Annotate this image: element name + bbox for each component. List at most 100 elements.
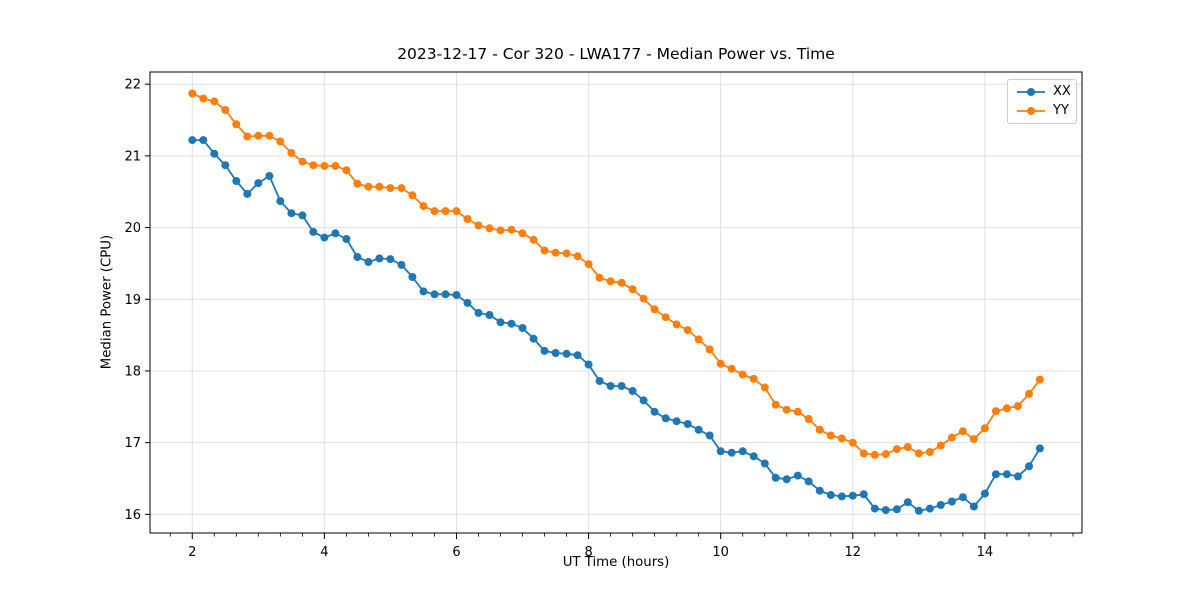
series-XX-point xyxy=(529,334,538,343)
series-YY-point xyxy=(463,215,472,223)
series-YY-point xyxy=(980,424,989,433)
series-YY-point xyxy=(254,131,263,140)
series-XX-point xyxy=(320,233,329,242)
y-tick-label-17: 17 xyxy=(124,436,141,451)
series-YY-point xyxy=(694,335,703,344)
series-YY-point xyxy=(309,161,318,170)
series-XX-point xyxy=(485,311,494,319)
series-YY-point xyxy=(947,433,956,442)
series-YY-point xyxy=(562,249,571,258)
series-XX-point xyxy=(298,211,307,220)
series-XX-point xyxy=(441,290,450,299)
series-XX-point xyxy=(243,189,252,198)
y-tick-label-19: 19 xyxy=(124,293,141,308)
series-YY-point xyxy=(727,364,736,373)
series-XX-point xyxy=(980,489,989,498)
series-XX-point xyxy=(881,506,890,515)
series-YY-point xyxy=(342,166,351,175)
series-YY-point xyxy=(1002,404,1011,413)
series-YY-point xyxy=(276,137,285,146)
series-YY-point xyxy=(287,149,296,157)
x-axis-label: UT Time (hours) xyxy=(562,555,670,570)
series-XX-point xyxy=(1013,472,1022,481)
series-XX-point xyxy=(254,179,263,188)
y-tick-label-16: 16 xyxy=(124,508,141,523)
series-XX-point xyxy=(661,414,670,423)
series-XX-point xyxy=(386,255,395,264)
series-XX-point xyxy=(573,351,582,360)
series-XX-point xyxy=(232,177,241,185)
series-YY-point xyxy=(221,106,230,114)
series-YY-point xyxy=(738,370,747,379)
series-XX-point xyxy=(1035,444,1044,453)
series-XX-point xyxy=(584,360,593,369)
xx-series-line-marker-icon xyxy=(1017,88,1045,96)
series-YY-point xyxy=(474,221,483,230)
series-XX-point xyxy=(562,349,571,358)
series-XX-point xyxy=(947,497,956,506)
series-YY-point xyxy=(859,449,868,458)
series-YY-point xyxy=(749,374,758,383)
series-XX-point xyxy=(463,298,472,307)
series-XX-point xyxy=(1025,462,1033,471)
series-YY-point xyxy=(507,225,516,234)
series-XX-point xyxy=(364,258,373,266)
series-XX-point xyxy=(705,431,714,440)
yy-series-line-marker-icon xyxy=(1017,107,1045,115)
series-YY-point xyxy=(540,246,549,255)
series-YY-point xyxy=(837,434,846,443)
series-XX-point xyxy=(716,447,725,456)
series-YY-point xyxy=(584,260,593,269)
series-XX-point xyxy=(342,235,351,243)
series-YY-point xyxy=(672,320,681,329)
series-YY-point xyxy=(320,161,329,170)
x-tick-label-2: 2 xyxy=(188,545,196,560)
axes-frame xyxy=(149,71,1083,534)
series-XX-point xyxy=(540,346,549,355)
x-tick-label-10: 10 xyxy=(712,545,729,560)
series-XX-point xyxy=(496,318,505,327)
series-XX-line xyxy=(192,139,1041,512)
series-XX-point xyxy=(353,253,362,261)
series-YY-point xyxy=(210,97,219,106)
series-YY-point xyxy=(804,415,813,423)
series-XX-point xyxy=(958,493,967,502)
series-XX-point xyxy=(221,161,230,170)
series-XX-point xyxy=(815,486,824,495)
series-YY-point xyxy=(441,207,450,216)
series-XX-point xyxy=(474,308,483,317)
legend-label-xx: XX xyxy=(1053,84,1071,99)
series-YY-point xyxy=(353,179,362,188)
series-YY-point xyxy=(1013,402,1022,411)
series-YY-point xyxy=(639,294,648,303)
series-YY-point xyxy=(265,131,274,140)
series-YY-point xyxy=(991,407,1000,416)
series-XX-point xyxy=(408,273,417,281)
series-YY-point xyxy=(375,182,384,191)
series-XX-point xyxy=(760,459,769,468)
series-XX-point xyxy=(617,382,626,390)
series-XX-point xyxy=(419,287,428,296)
y-tick-label-20: 20 xyxy=(124,221,141,236)
series-XX-point xyxy=(826,491,835,499)
series-YY-point xyxy=(617,278,626,287)
chart-title: 2023-12-17 - Cor 320 - LWA177 - Median P… xyxy=(397,45,835,63)
series-XX-point xyxy=(991,470,1000,479)
series-XX-point xyxy=(309,227,318,236)
series-YY-point xyxy=(881,450,890,459)
series-XX-point xyxy=(595,377,604,385)
legend-item-yy: YY xyxy=(1016,104,1076,118)
series-XX-point xyxy=(265,172,274,180)
series-YY-point xyxy=(331,161,340,170)
series-YY-point xyxy=(364,182,373,191)
series-YY-point xyxy=(650,305,659,314)
series-YY-point xyxy=(386,184,395,193)
series-YY-point xyxy=(419,202,428,211)
series-YY-point xyxy=(628,285,637,294)
series-YY-point xyxy=(430,207,439,216)
series-XX-point xyxy=(837,492,846,501)
series-YY-point xyxy=(870,450,879,459)
series-YY-point xyxy=(243,132,252,141)
series-YY-point xyxy=(716,359,725,368)
